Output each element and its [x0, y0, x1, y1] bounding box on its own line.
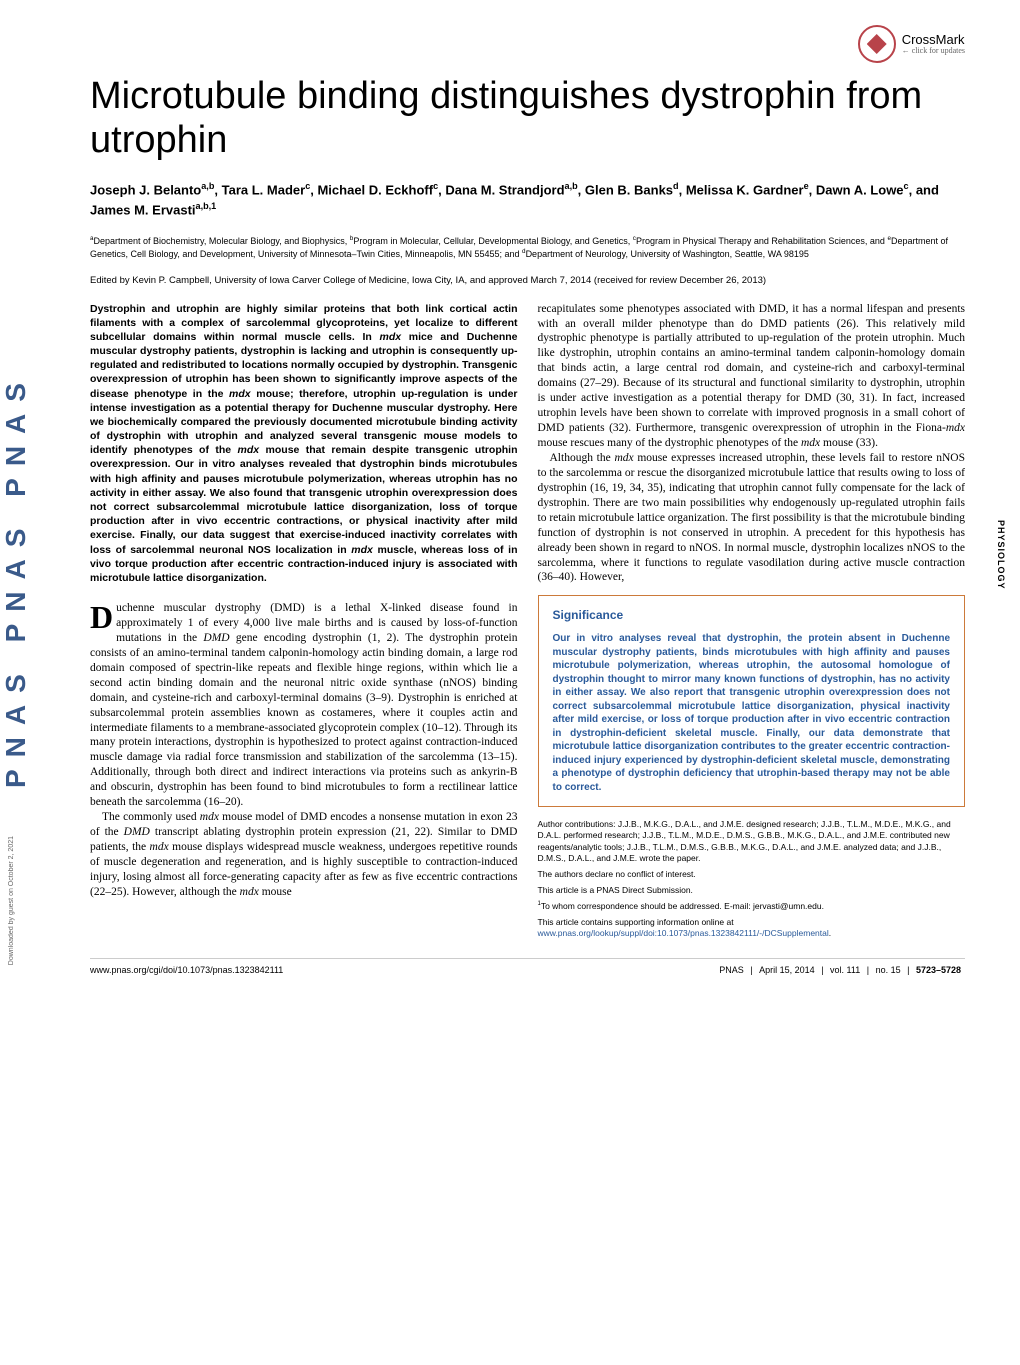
direct-submission: This article is a PNAS Direct Submission… [538, 885, 966, 896]
pnas-side-logo: PNAS PNAS PNAS [0, 280, 35, 880]
correspondence-text: To whom correspondence should be address… [541, 901, 824, 911]
footer-pages: 5723–5728 [916, 965, 961, 975]
page-footer: www.pnas.org/cgi/doi/10.1073/pnas.132384… [90, 958, 965, 975]
significance-box: Significance Our in vitro analyses revea… [538, 595, 966, 807]
left-column: Dystrophin and utrophin are highly simil… [90, 302, 518, 944]
two-column-layout: Dystrophin and utrophin are highly simil… [90, 302, 965, 944]
edited-by: Edited by Kevin P. Campbell, University … [90, 275, 965, 288]
crossmark-sublabel: ← click for updates [902, 46, 965, 55]
supp-link[interactable]: www.pnas.org/lookup/suppl/doi:10.1073/pn… [538, 928, 829, 938]
footer-vol: vol. 111 [830, 965, 860, 975]
correspondence: 1To whom correspondence should be addres… [538, 901, 966, 912]
footnotes: Author contributions: J.J.B., M.K.G., D.… [538, 819, 966, 938]
footer-citation: PNAS | April 15, 2014 | vol. 111 | no. 1… [715, 965, 965, 975]
crossmark-label-wrap: CrossMark ← click for updates [902, 33, 965, 55]
affiliations: aDepartment of Biochemistry, Molecular B… [90, 235, 965, 260]
paper-page: PNAS PNAS PNAS Downloaded by guest on Oc… [0, 0, 1020, 1005]
significance-body: Our in vitro analyses reveal that dystro… [553, 632, 951, 794]
conflict-statement: The authors declare no conflict of inter… [538, 869, 966, 880]
crossmark-icon [858, 25, 896, 63]
supp-suffix: . [829, 928, 831, 938]
footer-doi: www.pnas.org/cgi/doi/10.1073/pnas.132384… [90, 965, 283, 975]
author-contributions: Author contributions: J.J.B., M.K.G., D.… [538, 819, 966, 863]
abstract: Dystrophin and utrophin are highly simil… [90, 302, 518, 585]
supplemental-info: This article contains supporting informa… [538, 917, 966, 939]
body-left: Duchenne muscular dystrophy (DMD) is a l… [90, 601, 518, 900]
article-title: Microtubule binding distinguishes dystro… [90, 75, 965, 162]
right-column: recapitulates some phenotypes associated… [538, 302, 966, 944]
crossmark-label: CrossMark [902, 33, 965, 46]
footer-journal: PNAS [719, 965, 744, 975]
footer-no: no. 15 [876, 965, 901, 975]
crossmark-badge[interactable]: CrossMark ← click for updates [858, 25, 965, 63]
section-tab: PHYSIOLOGY [994, 510, 1008, 600]
body-right: recapitulates some phenotypes associated… [538, 302, 966, 586]
download-note: Downloaded by guest on October 2, 2021 [8, 836, 15, 965]
significance-title: Significance [553, 608, 951, 622]
supp-prefix: This article contains supporting informa… [538, 917, 734, 927]
footer-date: April 15, 2014 [759, 965, 815, 975]
author-list: Joseph J. Belantoa,b, Tara L. Maderc, Mi… [90, 180, 965, 219]
